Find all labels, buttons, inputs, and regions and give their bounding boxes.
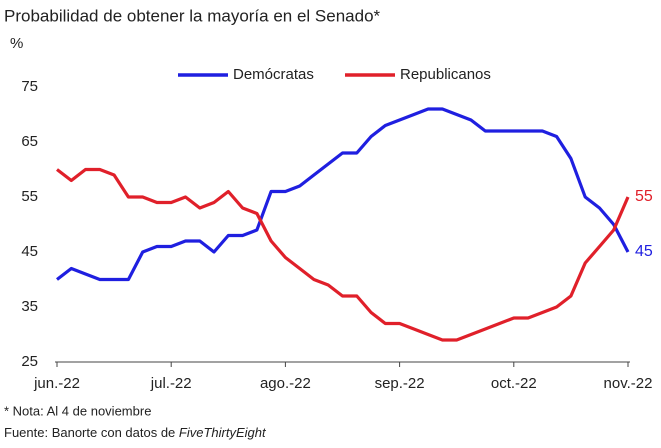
legend-label: Demócratas	[233, 66, 314, 83]
x-tick-label: ago.-22	[260, 375, 311, 392]
note: * Nota: Al 4 de noviembre	[4, 403, 151, 418]
x-tick-label: sep.-22	[375, 375, 425, 392]
y-tick-label: 35	[21, 298, 38, 315]
x-tick-label: oct.-22	[491, 375, 537, 392]
line-series	[56, 167, 630, 342]
x-tick-label: jun.-22	[33, 375, 80, 392]
y-tick-label: 75	[21, 78, 38, 95]
line-series	[56, 107, 630, 282]
y-tick-label: 25	[21, 353, 38, 370]
end-label: 45	[635, 243, 653, 260]
chart-title: Probabilidad de obtener la mayoría en el…	[4, 6, 381, 25]
source-text: Fuente: Banorte con datos de	[4, 425, 179, 440]
x-tick-label: jul.-22	[150, 375, 192, 392]
y-axis-label: %	[10, 35, 23, 52]
end-label: 55	[635, 188, 653, 205]
y-tick-label: 55	[21, 188, 38, 205]
y-tick-label: 65	[21, 133, 38, 150]
x-tick-label: nov.-22	[604, 375, 653, 392]
legend-label: Republicanos	[400, 66, 491, 83]
source: Fuente: Banorte con datos de FiveThirtyE…	[4, 425, 267, 440]
source-italic: FiveThirtyEight	[179, 425, 267, 440]
y-tick-label: 45	[21, 243, 38, 260]
